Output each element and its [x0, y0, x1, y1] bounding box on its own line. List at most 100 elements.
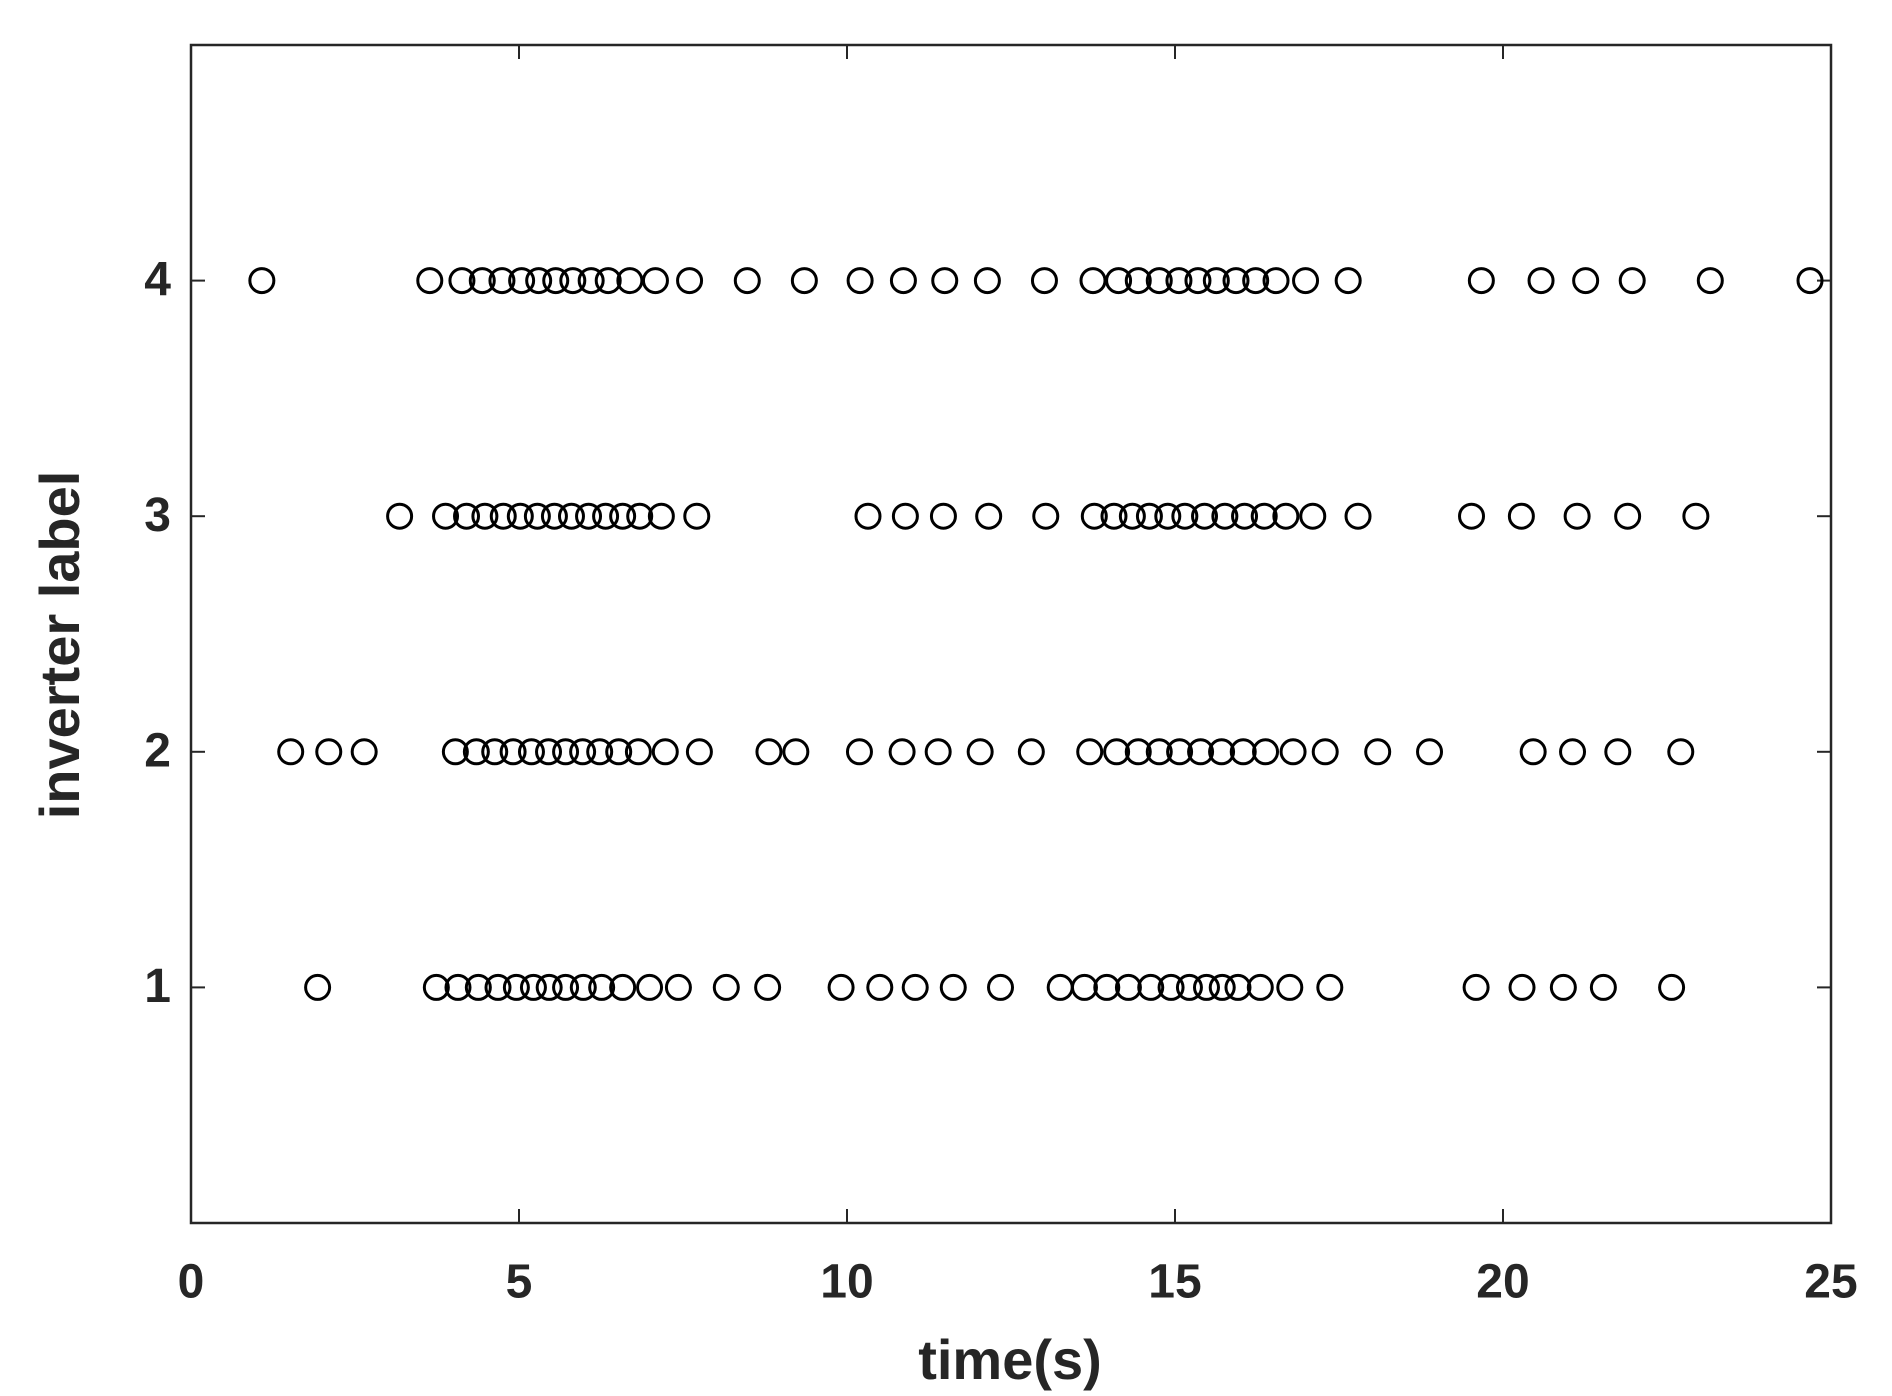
point [1292, 267, 1320, 295]
x-tick-label: 20 [1476, 1256, 1529, 1309]
point [1224, 973, 1252, 1001]
point [1299, 502, 1327, 530]
point [1334, 267, 1362, 295]
point [1507, 502, 1535, 530]
x-tick-label: 15 [1148, 1256, 1201, 1309]
point [592, 502, 620, 530]
point [1458, 502, 1486, 530]
point [755, 738, 783, 766]
point [676, 267, 704, 295]
point [1166, 738, 1194, 766]
point [1154, 502, 1182, 530]
point [605, 738, 633, 766]
y-tick-label: 1 [144, 960, 171, 1013]
point [1563, 502, 1591, 530]
point [616, 267, 644, 295]
point [1589, 973, 1617, 1001]
point [651, 738, 679, 766]
point [1202, 267, 1230, 295]
point [1658, 973, 1686, 1001]
point [1079, 267, 1107, 295]
point [685, 738, 713, 766]
x-tick-label: 25 [1804, 1256, 1857, 1309]
point [939, 973, 967, 1001]
point [683, 502, 711, 530]
point [481, 738, 509, 766]
point [647, 502, 675, 530]
point [441, 738, 469, 766]
point [422, 973, 450, 1001]
point [1246, 973, 1274, 1001]
point [1157, 973, 1185, 1001]
point [540, 502, 568, 530]
point [966, 738, 994, 766]
point [1796, 267, 1824, 295]
point [609, 973, 637, 1001]
point [315, 738, 343, 766]
point [248, 267, 276, 295]
point [866, 973, 894, 1001]
point [448, 267, 476, 295]
x-tick-label: 10 [820, 1256, 873, 1309]
point [1519, 738, 1547, 766]
plot-frame [189, 43, 1833, 1225]
point [782, 738, 810, 766]
x-tick-label: 0 [178, 1256, 205, 1309]
point [609, 502, 637, 530]
point [1070, 973, 1098, 1001]
point [416, 267, 444, 295]
point [594, 267, 622, 295]
point [1118, 502, 1146, 530]
point [1250, 502, 1278, 530]
point [1208, 738, 1236, 766]
point [1032, 502, 1060, 530]
point [931, 267, 959, 295]
point [1572, 267, 1600, 295]
point [506, 502, 534, 530]
point [1017, 738, 1045, 766]
point [1344, 502, 1372, 530]
point [1191, 502, 1219, 530]
point [1527, 267, 1555, 295]
point [453, 502, 481, 530]
point [827, 973, 855, 1001]
point [277, 738, 305, 766]
point [517, 738, 545, 766]
point [575, 502, 603, 530]
point [891, 502, 919, 530]
point [484, 973, 512, 1001]
point [1462, 973, 1490, 1001]
point [790, 267, 818, 295]
point [535, 738, 563, 766]
point [1114, 973, 1142, 1001]
point [1276, 973, 1304, 1001]
point [846, 267, 874, 295]
point [1559, 738, 1587, 766]
point [1696, 267, 1724, 295]
point [1124, 738, 1152, 766]
point [636, 973, 664, 1001]
point [525, 267, 553, 295]
point [350, 738, 378, 766]
point [987, 973, 1015, 1001]
point [471, 502, 499, 530]
point [754, 973, 782, 1001]
point [588, 973, 616, 1001]
point [1145, 738, 1173, 766]
point [462, 738, 490, 766]
point [1137, 973, 1165, 1001]
point [1364, 738, 1392, 766]
point [1145, 267, 1173, 295]
point [1093, 973, 1121, 1001]
point [1165, 267, 1193, 295]
point [523, 502, 551, 530]
point [1222, 267, 1250, 295]
point [889, 267, 917, 295]
point [386, 502, 414, 530]
x-tick-label: 5 [506, 1256, 533, 1309]
point [586, 738, 614, 766]
point [1618, 267, 1646, 295]
point [1030, 267, 1058, 295]
